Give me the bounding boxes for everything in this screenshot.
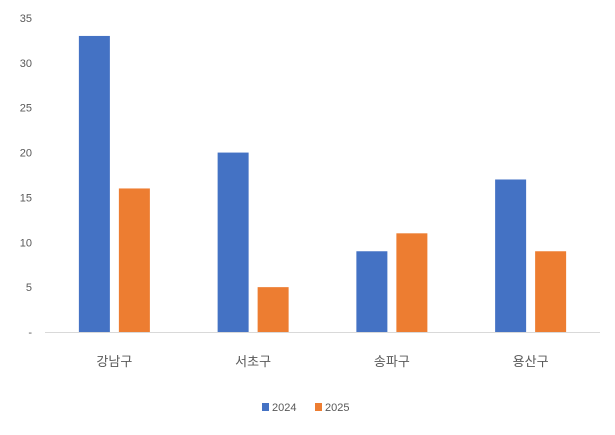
bar-2024-2 bbox=[356, 251, 388, 332]
x-tick-label: 송파구 bbox=[374, 354, 410, 369]
bar-2024-3 bbox=[495, 179, 527, 332]
y-tick-label: 15 bbox=[20, 192, 32, 204]
legend-swatch-2024 bbox=[262, 403, 269, 411]
legend-swatch-2025 bbox=[315, 403, 322, 411]
y-tick-label: 5 bbox=[26, 282, 32, 294]
y-tick-label: 30 bbox=[20, 58, 32, 70]
bar-2025-3 bbox=[535, 251, 567, 332]
x-tick-label: 강남구 bbox=[96, 354, 132, 369]
legend-label: 2025 bbox=[325, 402, 349, 414]
y-tick-label: 10 bbox=[20, 237, 32, 249]
bar-2025-2 bbox=[396, 233, 428, 332]
x-tick-label: 서초구 bbox=[235, 354, 271, 369]
bar-2025-0 bbox=[118, 188, 150, 332]
bar-2025-1 bbox=[257, 287, 289, 332]
bar-2024-1 bbox=[217, 152, 249, 332]
x-tick-label: 용산구 bbox=[513, 354, 549, 369]
y-tick-label: 35 bbox=[20, 13, 32, 25]
y-tick-label: - bbox=[28, 327, 32, 339]
legend-label: 2024 bbox=[272, 402, 296, 414]
bar-2024-0 bbox=[78, 35, 110, 332]
y-tick-label: 25 bbox=[20, 103, 32, 115]
y-tick-label: 20 bbox=[20, 148, 32, 160]
